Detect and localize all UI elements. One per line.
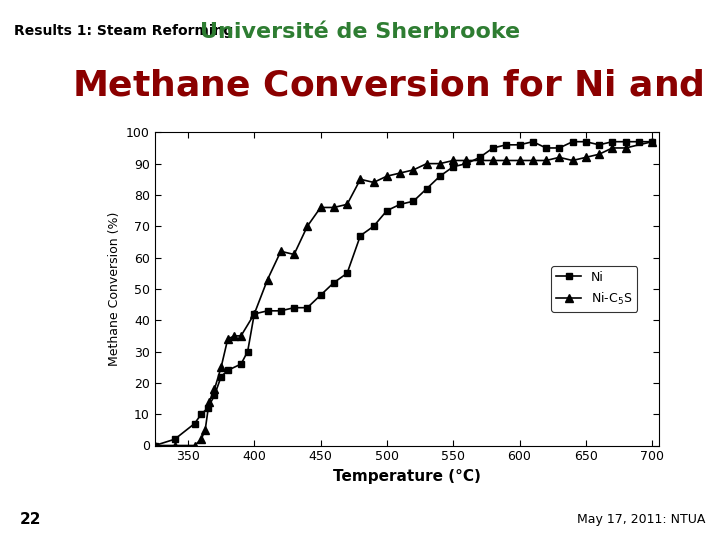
Y-axis label: Methane Conversion (%): Methane Conversion (%) <box>107 212 120 366</box>
Ni-C$_5$S <box>502 157 510 164</box>
X-axis label: Temperature (°C): Temperature (°C) <box>333 469 481 484</box>
Ni <box>210 392 219 399</box>
Ni-C$_5$S <box>197 436 205 442</box>
Line: Ni-C$_5$S: Ni-C$_5$S <box>151 138 656 449</box>
Ni <box>528 138 537 145</box>
Ni <box>621 138 630 145</box>
Line: Ni: Ni <box>152 139 655 449</box>
Text: Université de Sherbrooke: Université de Sherbrooke <box>200 22 520 42</box>
Ni-C$_5$S <box>264 276 272 283</box>
Ni <box>449 164 457 170</box>
Ni <box>150 442 159 449</box>
Ni-C$_5$S <box>516 157 524 164</box>
Ni <box>197 411 205 417</box>
Ni-C$_5$S <box>223 336 232 342</box>
Ni-C$_5$S <box>205 399 214 405</box>
Ni-C$_5$S <box>648 138 657 145</box>
Ni <box>303 305 312 311</box>
Text: S: S <box>654 7 685 50</box>
Ni-C$_5$S <box>541 157 550 164</box>
Ni <box>316 292 325 299</box>
Ni-C$_5$S <box>171 442 179 449</box>
Ni-C$_5$S <box>409 167 418 173</box>
Text: May 17, 2011: NTUA: May 17, 2011: NTUA <box>577 514 706 526</box>
Ni-C$_5$S <box>289 251 298 258</box>
Ni <box>423 185 431 192</box>
Ni <box>502 141 510 148</box>
Ni <box>217 373 225 380</box>
Ni-C$_5$S <box>330 204 338 211</box>
Ni <box>541 145 550 151</box>
Ni-C$_5$S <box>250 310 258 317</box>
Ni <box>237 361 246 367</box>
Ni-C$_5$S <box>489 157 498 164</box>
Ni-C$_5$S <box>449 157 457 164</box>
Ni <box>462 160 471 167</box>
Ni <box>250 310 258 317</box>
Ni-C$_5$S <box>276 248 285 254</box>
Ni <box>171 436 179 442</box>
Ni-C$_5$S <box>316 204 325 211</box>
Ni <box>516 141 524 148</box>
Text: Methane Conversion for Ni and Ni-C$_5$S: Methane Conversion for Ni and Ni-C$_5$S <box>72 68 720 104</box>
Ni-C$_5$S <box>230 333 239 339</box>
Ni <box>204 404 212 411</box>
Ni <box>555 145 564 151</box>
Ni-C$_5$S <box>436 160 444 167</box>
Ni-C$_5$S <box>462 157 471 164</box>
Ni-C$_5$S <box>396 170 405 176</box>
Ni <box>382 207 391 214</box>
Ni <box>568 138 577 145</box>
Ni-C$_5$S <box>150 442 159 449</box>
Ni-C$_5$S <box>237 333 246 339</box>
Ni-C$_5$S <box>608 145 617 151</box>
Ni-C$_5$S <box>343 201 351 207</box>
Ni <box>223 367 232 374</box>
Ni-C$_5$S <box>303 223 312 230</box>
Ni <box>289 305 298 311</box>
Ni <box>582 138 590 145</box>
Ni <box>475 154 484 160</box>
Ni <box>489 145 498 151</box>
Ni-C$_5$S <box>369 179 378 186</box>
Ni <box>436 173 444 179</box>
Ni-C$_5$S <box>475 157 484 164</box>
Ni <box>356 232 365 239</box>
Ni <box>634 138 643 145</box>
Ni <box>608 138 617 145</box>
Ni-C$_5$S <box>621 145 630 151</box>
Ni <box>343 270 351 276</box>
Ni-C$_5$S <box>201 427 210 433</box>
Ni-C$_5$S <box>423 160 431 167</box>
Ni-C$_5$S <box>356 176 365 183</box>
Text: 22: 22 <box>20 512 41 527</box>
Ni-C$_5$S <box>382 173 391 179</box>
Ni <box>409 198 418 205</box>
Ni <box>190 420 199 427</box>
Ni <box>330 279 338 286</box>
Ni <box>396 201 405 207</box>
Ni-C$_5$S <box>190 442 199 449</box>
Legend: Ni, Ni-C$_5$S: Ni, Ni-C$_5$S <box>551 266 637 312</box>
Text: Results 1: Steam Reforming: Results 1: Steam Reforming <box>14 24 234 38</box>
Ni-C$_5$S <box>568 157 577 164</box>
Ni-C$_5$S <box>217 364 225 370</box>
Ni-C$_5$S <box>582 154 590 160</box>
Ni <box>369 223 378 230</box>
Ni-C$_5$S <box>210 386 219 393</box>
Ni <box>264 308 272 314</box>
Ni <box>243 348 252 355</box>
Ni <box>648 138 657 145</box>
Ni-C$_5$S <box>555 154 564 160</box>
Ni-C$_5$S <box>595 151 603 158</box>
Ni <box>276 308 285 314</box>
Ni <box>595 141 603 148</box>
Ni-C$_5$S <box>528 157 537 164</box>
